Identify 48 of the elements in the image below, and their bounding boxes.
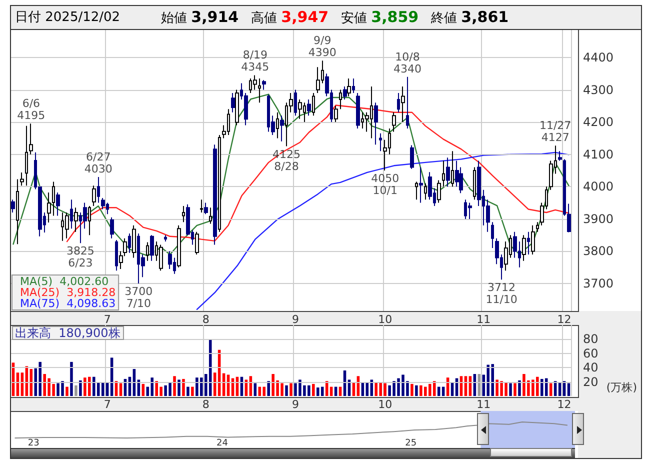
annotation: 3712 11/10 xyxy=(486,281,518,306)
text: MA(5) 4,002.60 xyxy=(20,275,109,288)
annotation: 9/9 4390 xyxy=(308,34,336,60)
x-tick-label: 7 xyxy=(104,398,111,411)
y-tick-label: 4400 xyxy=(583,50,614,64)
y-tick-label: 80 xyxy=(583,332,598,346)
x-tick-label: 11 xyxy=(476,313,491,326)
x-tick-label: 12 xyxy=(557,313,572,326)
x-tick-label: 12 xyxy=(557,398,572,411)
x-tick-label: 23 xyxy=(28,438,40,448)
x-tick-label: 9 xyxy=(292,398,299,411)
annotation: 3700 7/10 xyxy=(124,285,153,310)
annotation: 3825 6/23 xyxy=(66,244,94,270)
x-tick-label: 24 xyxy=(216,438,228,448)
annotation: 4125 8/28 xyxy=(272,148,301,173)
chart-title: 日付 2025/12/02 xyxy=(15,9,120,27)
y-tick-label: 4100 xyxy=(583,147,614,162)
chart-title: 出来高 180,900株 xyxy=(15,326,120,340)
x-tick-label: 8 xyxy=(202,398,210,411)
x-tick-label: 7 xyxy=(104,313,111,326)
annotation: 4050 10/1 xyxy=(371,172,400,197)
x-tick-label: 10 xyxy=(378,313,392,326)
y-tick-label: 60 xyxy=(583,346,598,360)
annotation: 8/19 4345 xyxy=(241,48,270,74)
y-tick-label: 4000 xyxy=(583,180,614,194)
annotation: 6/27 4030 xyxy=(84,150,112,176)
text: 始値 3,914 xyxy=(161,8,239,26)
text: MA(75) 4,098.63 xyxy=(20,297,116,310)
x-tick-label: 9 xyxy=(292,313,299,326)
y-tick-label: 3700 xyxy=(583,276,614,291)
y-tick-label: 4300 xyxy=(583,82,614,97)
text: 高値 3,947 xyxy=(251,8,329,26)
y-tick-label: 3800 xyxy=(583,244,614,258)
text: 終値 3,861 xyxy=(431,8,509,26)
x-tick-label: 11 xyxy=(476,398,491,411)
x-tick-label: 25 xyxy=(405,438,417,448)
x-tick-label: 8 xyxy=(202,313,210,326)
y-tick-label: 40 xyxy=(583,360,598,375)
y-tick-label: 20 xyxy=(583,374,598,389)
y-tick-label: 4200 xyxy=(583,115,614,130)
y-axis-title: (万株) xyxy=(606,381,638,394)
x-tick-label: 10 xyxy=(378,398,392,411)
y-tick-label: 3900 xyxy=(583,212,614,226)
text: MA(25) 3,918.28 xyxy=(20,286,116,299)
annotation: 6/6 4195 xyxy=(17,97,46,122)
text: 安値 3,859 xyxy=(341,8,419,26)
annotation: 10/8 4340 xyxy=(393,50,422,76)
annotation: 11/27 4127 xyxy=(539,119,572,144)
